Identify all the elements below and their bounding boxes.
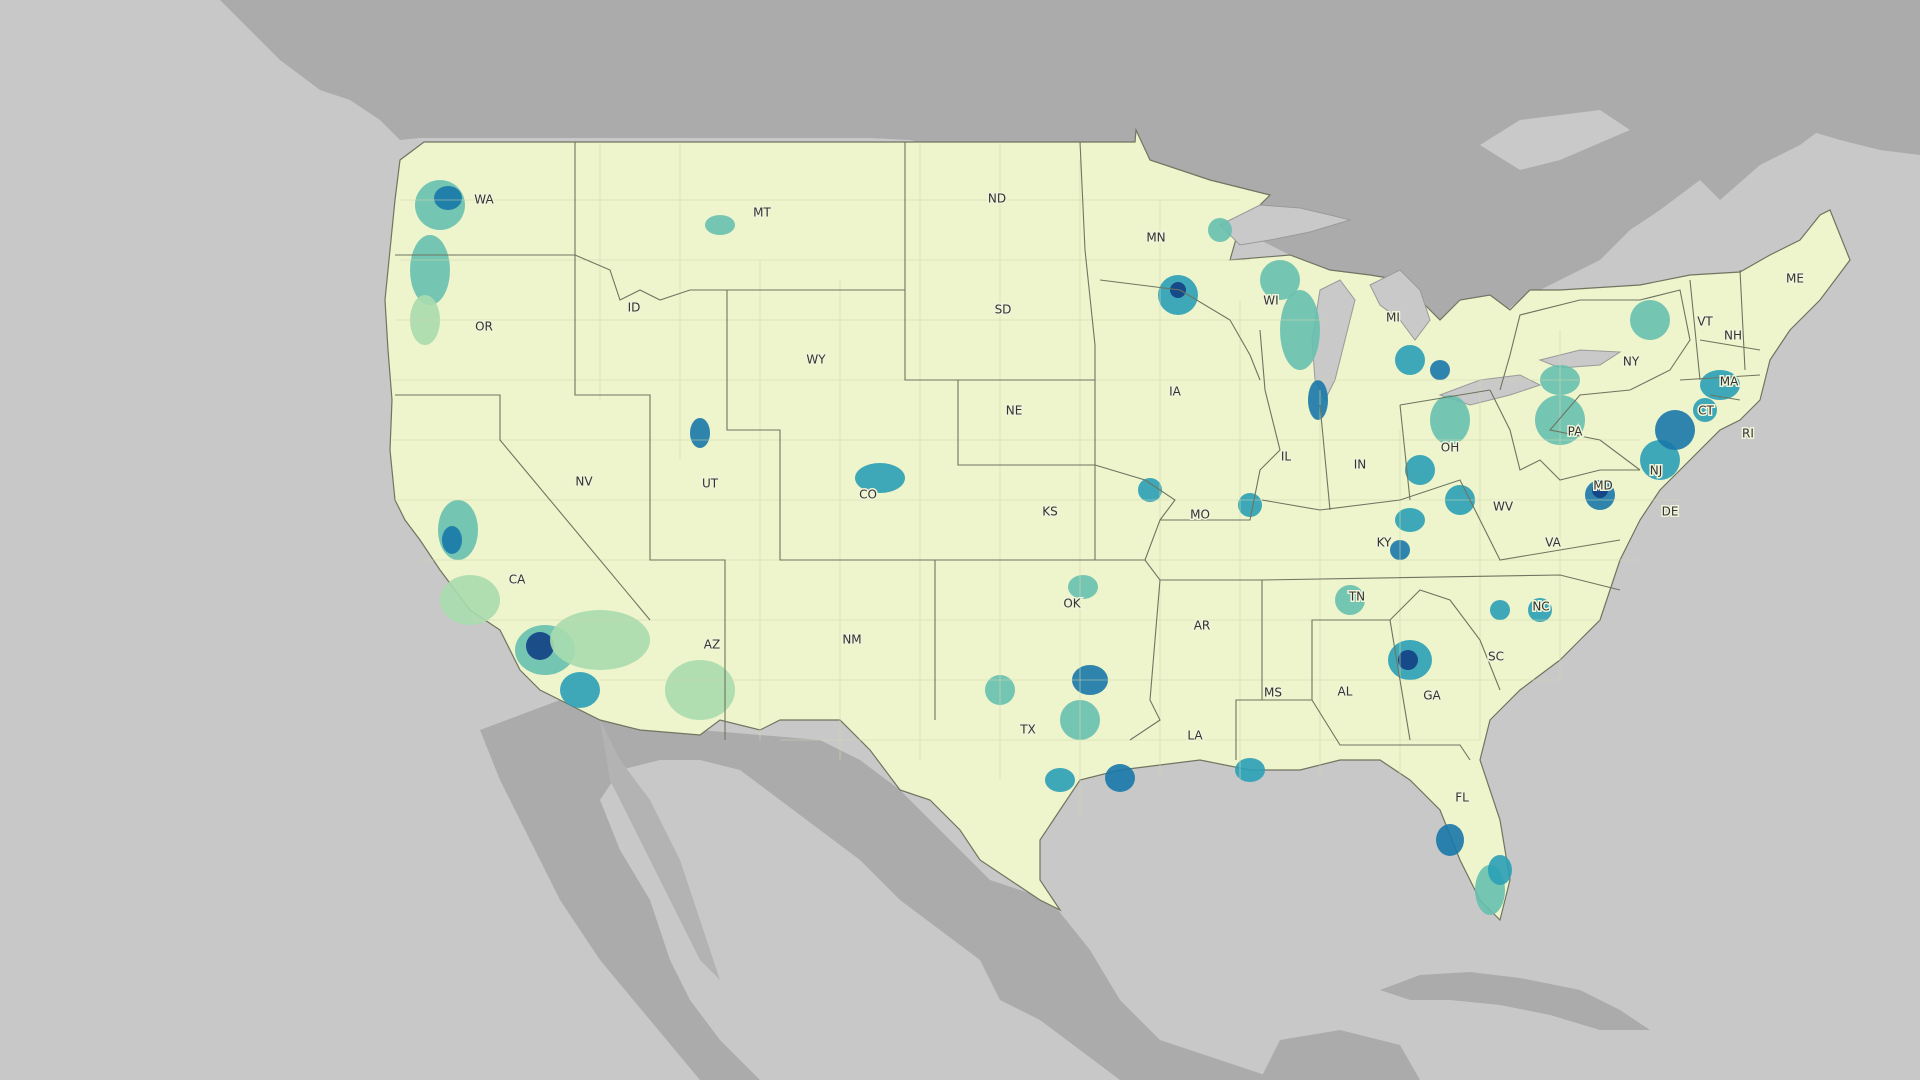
county-cluster <box>1138 478 1162 502</box>
county-cluster <box>1700 370 1740 400</box>
county-cluster <box>560 672 600 708</box>
state-label-ok: OK <box>1063 597 1081 611</box>
state-label-oh: OH <box>1441 441 1459 455</box>
state-label-id: ID <box>628 301 641 315</box>
state-label-ga: GA <box>1423 689 1441 703</box>
county-cluster <box>1395 508 1425 532</box>
county-cluster <box>550 610 650 670</box>
county-cluster <box>665 660 735 720</box>
county-cluster <box>1528 598 1552 622</box>
state-label-ia: IA <box>1169 385 1182 399</box>
state-label-nh: NH <box>1724 329 1742 343</box>
county-cluster <box>1045 768 1075 792</box>
state-label-ks: KS <box>1042 505 1058 519</box>
state-label-sd: SD <box>995 303 1012 317</box>
state-label-il: IL <box>1281 450 1292 464</box>
county-cluster <box>526 632 554 660</box>
state-label-md: MD <box>1593 479 1613 493</box>
state-label-in: IN <box>1354 458 1367 472</box>
county-cluster <box>1260 260 1300 300</box>
state-label-mt: MT <box>753 206 771 220</box>
state-label-ca: CA <box>509 573 526 587</box>
county-cluster <box>1430 395 1470 445</box>
state-label-ar: AR <box>1194 619 1211 633</box>
state-label-de: DE <box>1662 505 1679 519</box>
state-label-sc: SC <box>1488 650 1504 664</box>
state-label-ky: KY <box>1377 536 1392 550</box>
state-label-wv: WV <box>1493 500 1514 514</box>
county-cluster <box>1238 493 1262 517</box>
state-label-mn: MN <box>1146 231 1165 245</box>
state-label-ct: CT <box>1698 404 1714 418</box>
county-cluster <box>1488 855 1512 885</box>
county-cluster <box>1068 575 1098 599</box>
county-density-fills <box>410 180 1740 915</box>
county-cluster <box>440 575 500 625</box>
state-label-co: CO <box>859 488 877 502</box>
state-label-va: VA <box>1545 536 1561 550</box>
state-label-nv: NV <box>575 475 593 489</box>
state-label-ms: MS <box>1264 686 1282 700</box>
state-label-al: AL <box>1338 685 1353 699</box>
county-cluster <box>1308 380 1328 420</box>
state-labels: WA OR CA NV ID MT WY UT AZ CO NM ND SD NE KS OK TX MN IA MO… <box>473 190 1806 806</box>
state-label-fl: FL <box>1455 791 1469 805</box>
state-label-vt: VT <box>1697 315 1713 329</box>
state-label-ne: NE <box>1006 404 1023 418</box>
county-cluster <box>1655 410 1695 450</box>
state-label-ma: MA <box>1720 375 1739 389</box>
state-borders <box>395 141 1761 761</box>
county-cluster <box>1430 360 1450 380</box>
county-cluster <box>442 526 462 554</box>
state-label-nm: NM <box>842 633 861 647</box>
state-label-az: AZ <box>704 638 720 652</box>
state-label-ut: UT <box>702 477 719 491</box>
county-cluster <box>1436 824 1464 856</box>
state-label-ny: NY <box>1623 355 1640 369</box>
county-cluster <box>1592 482 1608 498</box>
county-cluster <box>855 463 905 493</box>
county-cluster <box>1640 440 1680 480</box>
county-cluster <box>410 235 450 305</box>
state-label-wy: WY <box>806 353 826 367</box>
county-cluster <box>1280 290 1320 370</box>
county-cluster <box>1405 455 1435 485</box>
county-cluster <box>1105 764 1135 792</box>
state-label-nd: ND <box>988 192 1006 206</box>
county-cluster <box>1208 218 1232 242</box>
county-cluster <box>1490 600 1510 620</box>
state-label-nj: NJ <box>1650 464 1663 478</box>
state-label-la: LA <box>1187 729 1203 743</box>
county-cluster <box>705 215 735 235</box>
state-label-mi: MI <box>1386 311 1400 325</box>
state-label-me: ME <box>1786 272 1804 286</box>
great-lakes <box>1219 204 1622 406</box>
state-label-tx: TX <box>1019 723 1036 737</box>
state-label-wi: WI <box>1263 294 1278 308</box>
county-cluster <box>1630 300 1670 340</box>
state-label-mo: MO <box>1190 508 1210 522</box>
county-cluster <box>690 418 710 448</box>
state-label-wa: WA <box>474 193 494 207</box>
state-label-ri: RI <box>1742 427 1754 441</box>
county-cluster <box>434 186 462 210</box>
county-cluster <box>1235 758 1265 782</box>
county-cluster <box>1693 398 1717 422</box>
county-cluster <box>1395 345 1425 375</box>
state-label-or: OR <box>475 320 493 334</box>
state-label-pa: PA <box>1568 425 1583 439</box>
state-label-nc: NC <box>1532 600 1549 614</box>
county-cluster <box>1335 585 1365 615</box>
county-cluster <box>1398 650 1418 670</box>
state-label-tn: TN <box>1348 590 1365 604</box>
